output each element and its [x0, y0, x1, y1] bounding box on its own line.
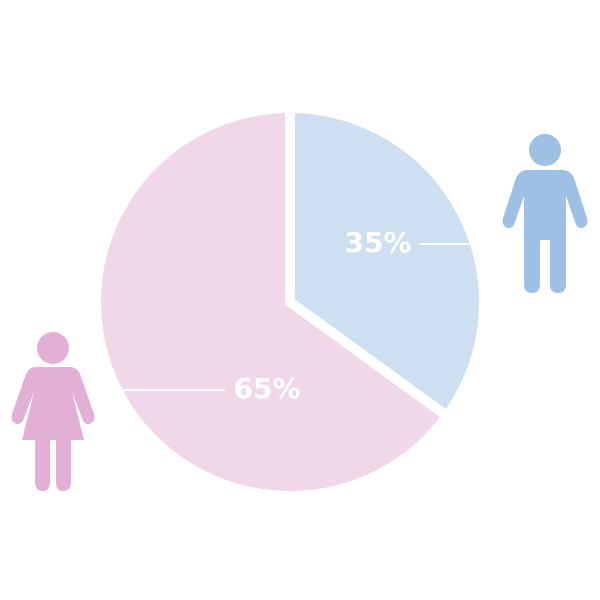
- female-icon: [11, 332, 95, 491]
- pie-slice: [91, 102, 454, 501]
- value-label: 35%: [344, 226, 411, 259]
- male-icon: [502, 134, 588, 293]
- pie-slice: [285, 102, 489, 424]
- value-label: 65%: [233, 372, 300, 405]
- pie: [91, 102, 489, 501]
